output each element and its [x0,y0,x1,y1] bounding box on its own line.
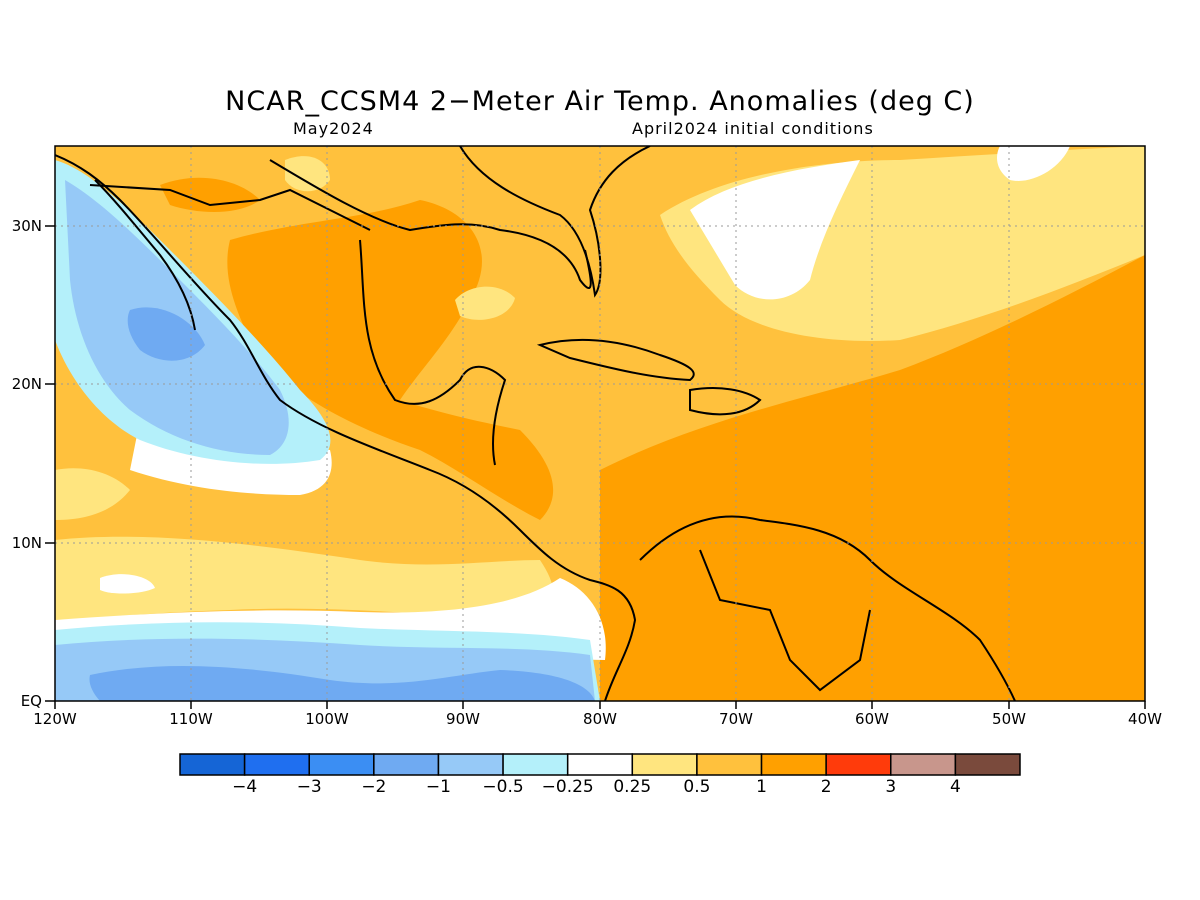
colorbar-swatch [308,753,375,776]
coast-cuba [536,338,695,382]
colorbar-label: 2 [820,777,832,797]
colorbar-swatch [373,753,440,776]
colorbar-label: −0.5 [482,777,524,797]
lat-label-eq: EQ [20,692,42,710]
cool-zone-baja-inner [127,307,205,361]
mild-zone-gulf-center [455,286,515,320]
colorbar-label: −4 [232,777,258,797]
colorbar-label: 3 [885,777,897,797]
lat-label-30n: 30N [11,217,42,235]
colorbar [179,753,1021,776]
mild-zone-florida [285,156,330,192]
lon-label-50w: 50W [992,710,1026,728]
colorbar-label: 4 [949,777,961,797]
colorbar-swatch [696,753,763,776]
colorbar-swatch [502,753,569,776]
neutral-zone-atlantic-east [997,146,1070,181]
coast-pacific [55,154,637,701]
map-title: NCAR_CCSM4 2−Meter Air Temp. Anomalies (… [225,86,975,117]
mild-zone-pacific-band [55,536,554,620]
lat-label-10n: 10N [11,534,42,552]
axis-ticks [45,225,1146,709]
graticule [55,146,1145,701]
colorbar-swatch [631,753,698,776]
lon-label-110w: 110W [169,710,213,728]
colorbar-label: −2 [361,777,387,797]
lon-label-70w: 70W [719,710,753,728]
border-usmex [89,184,371,231]
neutral-zone-pacific-island [100,574,155,594]
lon-label-40w: 40W [1128,710,1162,728]
colorbar-swatch [890,753,957,776]
colorbar-label: −1 [425,777,451,797]
lon-label-90w: 90W [446,710,480,728]
warm-zone-southamerica [624,529,1000,701]
cool-zone-equator-inner [89,665,596,701]
neutral-zone-atlantic [690,160,860,300]
border-venezuela [699,549,871,692]
coast-southamerica [639,515,1016,701]
colorbar-swatch [437,753,504,776]
coast-gulf [269,159,592,289]
coast-hispaniola [689,387,762,416]
colorbar-label: 1 [756,777,767,797]
colorbar-label: −0.25 [541,777,594,797]
colorbar-label: 0.25 [613,777,652,797]
coast-yucatan [359,239,507,466]
mild-zone-pacific-west [55,468,130,520]
lon-label-120w: 120W [33,710,77,728]
warm-zone-gulf [360,226,460,380]
anomaly-field [55,146,1145,701]
colorbar-swatch [954,753,1021,776]
colorbar-swatch [179,753,246,776]
lon-label-60w: 60W [855,710,889,728]
colorbar-swatch [825,753,892,776]
initial-conditions: April2024 initial conditions [632,119,874,138]
lat-label-20n: 20N [11,375,42,393]
forecast-month: May2024 [293,119,374,138]
colorbar-swatch [566,753,634,776]
colorbar-swatch [760,753,827,776]
lon-label-100w: 100W [305,710,349,728]
colorbar-label: −3 [296,777,322,797]
colorbar-label: 0.5 [683,777,711,797]
lon-label-80w: 80W [583,710,617,728]
coast-baja [94,179,196,331]
colorbar-swatch [243,753,310,776]
